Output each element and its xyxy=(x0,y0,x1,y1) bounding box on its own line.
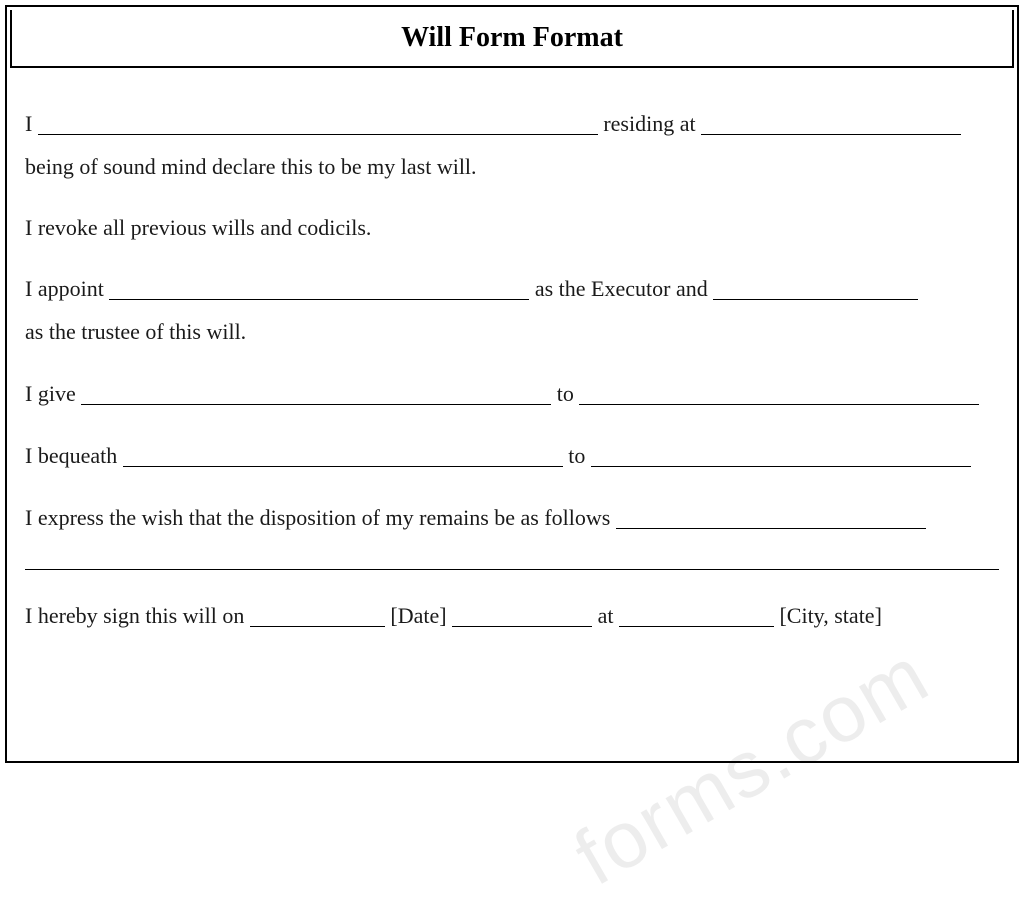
text-executor-and: as the Executor and xyxy=(529,276,713,301)
blank-sign-date1[interactable] xyxy=(250,604,385,627)
text-bequeath: I bequeath xyxy=(25,443,123,468)
bequeath-line: I bequeath to xyxy=(25,440,999,472)
sign-line: I hereby sign this will on [Date] at [Ci… xyxy=(25,600,999,632)
declarant-line: I residing at being of sound mind declar… xyxy=(25,108,999,183)
wish-line: I express the wish that the disposition … xyxy=(25,502,999,534)
text-i: I xyxy=(25,111,38,136)
text-city-label: [City, state] xyxy=(774,603,882,628)
text-give: I give xyxy=(25,381,81,406)
text-date-label: [Date] xyxy=(385,603,452,628)
blank-bequeath-recipient[interactable] xyxy=(591,444,971,467)
form-content: I residing at being of sound mind declar… xyxy=(7,68,1017,632)
text-give-to: to xyxy=(551,381,579,406)
blank-give-recipient[interactable] xyxy=(579,382,979,405)
blank-residence[interactable] xyxy=(701,112,961,135)
text-appoint: I appoint xyxy=(25,276,109,301)
form-title: Will Form Format xyxy=(401,22,623,53)
revoke-line: I revoke all previous wills and codicils… xyxy=(25,213,999,244)
text-wish: I express the wish that the disposition … xyxy=(25,505,616,530)
blank-sign-place[interactable] xyxy=(619,604,774,627)
blank-executor[interactable] xyxy=(109,277,529,300)
appoint-line: I appoint as the Executor and as the tru… xyxy=(25,273,999,348)
title-box: Will Form Format xyxy=(10,10,1014,68)
blank-trustee[interactable] xyxy=(713,277,918,300)
text-bequeath-to: to xyxy=(563,443,591,468)
text-sound-mind: being of sound mind declare this to be m… xyxy=(25,152,999,183)
blank-wish[interactable] xyxy=(616,506,926,529)
text-at: at xyxy=(592,603,619,628)
blank-bequeath-item[interactable] xyxy=(123,444,563,467)
blank-sign-date2[interactable] xyxy=(452,604,592,627)
text-sign: I hereby sign this will on xyxy=(25,603,250,628)
text-trustee: as the trustee of this will. xyxy=(25,317,999,348)
form-outer-border: Will Form Format I residing at being of … xyxy=(5,5,1019,763)
blank-name[interactable] xyxy=(38,112,598,135)
blank-give-item[interactable] xyxy=(81,382,551,405)
divider-line xyxy=(25,569,999,570)
give-line: I give to xyxy=(25,378,999,410)
text-residing: residing at xyxy=(598,111,701,136)
